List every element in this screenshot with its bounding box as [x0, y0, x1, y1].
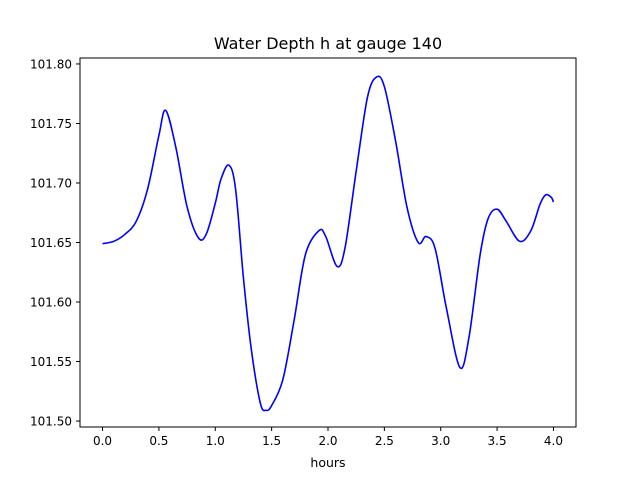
x-tick-label: 2.5 [375, 434, 394, 448]
y-tick-label: 101.50 [30, 415, 72, 429]
y-tick-label: 101.55 [30, 355, 72, 369]
x-axis: 0.0 0.5 1.0 1.5 2.0 2.5 3.0 3.5 4.0 [93, 427, 563, 448]
x-tick-label: 1.5 [262, 434, 281, 448]
x-axis-label: hours [310, 455, 345, 470]
chart-title: Water Depth h at gauge 140 [214, 34, 442, 53]
y-tick-label: 101.75 [30, 117, 72, 131]
x-tick-label: 1.0 [206, 434, 225, 448]
x-tick-label: 4.0 [544, 434, 563, 448]
x-tick-label: 3.5 [488, 434, 507, 448]
x-tick-label: 0.5 [149, 434, 168, 448]
x-tick-label: 2.0 [318, 434, 337, 448]
plot-layer [102, 75, 555, 412]
x-tick-label: 3.0 [431, 434, 450, 448]
x-tick-label: 0.0 [93, 434, 112, 448]
y-axis: 101.50 101.55 101.60 101.65 101.70 101.75 101.… [30, 57, 80, 429]
y-tick-label: 101.65 [30, 236, 72, 250]
y-tick-label: 101.80 [30, 57, 72, 71]
y-tick-label: 101.60 [30, 296, 72, 310]
series-line [102, 75, 555, 412]
y-tick-label: 101.70 [30, 176, 72, 190]
